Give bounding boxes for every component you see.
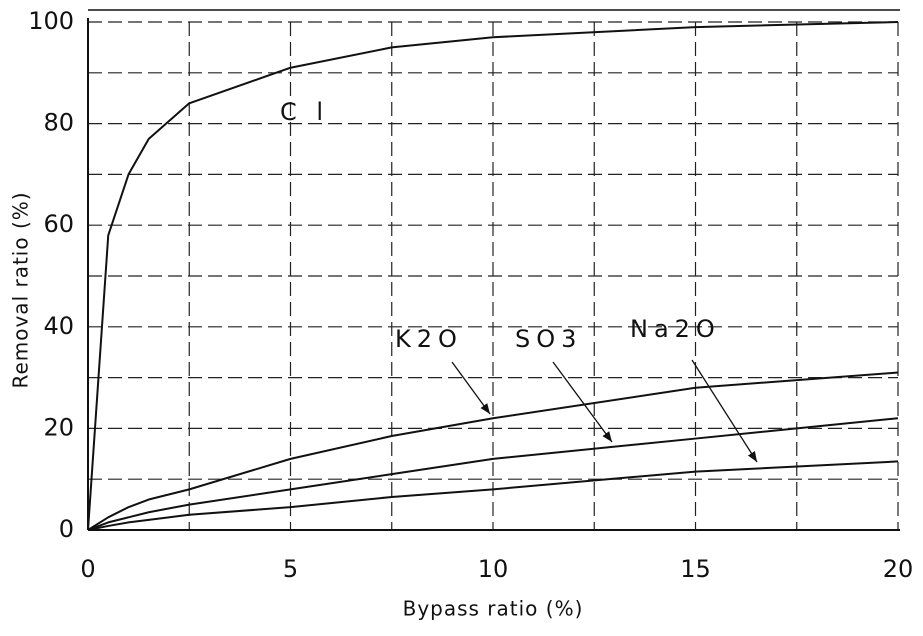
y-tick-label: 80 xyxy=(43,109,74,137)
data-line xyxy=(87,417,899,531)
x-tick-label: 10 xyxy=(478,555,509,583)
x-tick-label: 20 xyxy=(883,555,914,583)
data-line xyxy=(87,460,899,531)
y-tick-label: 20 xyxy=(43,413,74,441)
y-tick-label: 40 xyxy=(43,312,74,340)
x-tick-label: 15 xyxy=(680,555,711,583)
x-tick-label: 0 xyxy=(80,555,95,583)
data-line xyxy=(87,371,899,531)
label-arrow xyxy=(691,359,758,463)
x-tick-label: 5 xyxy=(283,555,298,583)
y-tick-label: 60 xyxy=(43,210,74,238)
series-label: K2O xyxy=(395,325,463,353)
series-label: Na2O xyxy=(630,315,721,343)
y-axis-title: Removal ratio (%) xyxy=(9,191,33,388)
label-arrow xyxy=(451,361,491,415)
y-tick-label: 0 xyxy=(59,515,74,543)
y-tick-label: 100 xyxy=(28,7,74,35)
series-label: C l xyxy=(280,98,329,126)
series-label: SO3 xyxy=(515,325,582,353)
label-arrow xyxy=(552,361,613,443)
x-axis-title: Bypass ratio (%) xyxy=(403,597,584,621)
data-line xyxy=(87,21,899,531)
